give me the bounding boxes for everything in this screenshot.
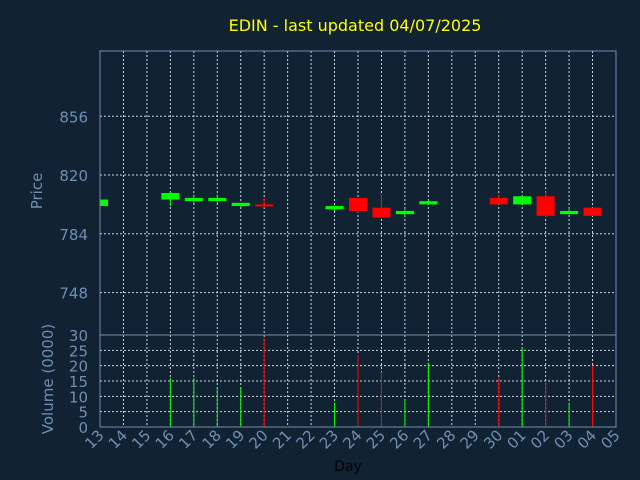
volume-tick-label: 25 — [69, 342, 88, 360]
price-gridlines — [99, 51, 617, 335]
day-tick-label: 02 — [527, 426, 553, 452]
candle — [372, 194, 391, 218]
volume-axis-label: Volume (0000) — [39, 324, 57, 434]
candle-body — [489, 197, 508, 205]
volume-tick-label: 15 — [69, 373, 88, 391]
candle — [489, 194, 508, 205]
candle-body — [184, 197, 203, 202]
price-tick-label: 784 — [59, 226, 88, 244]
candle-body — [231, 202, 250, 207]
candle-body — [419, 201, 438, 205]
candle — [99, 199, 108, 207]
day-tick-label: 22 — [292, 426, 318, 452]
candlestick-series — [99, 191, 602, 218]
volume-tick-label: 0 — [78, 419, 88, 437]
candle — [208, 194, 227, 203]
price-tick-label: 820 — [59, 167, 88, 185]
day-tick-label: 18 — [199, 426, 225, 452]
candle — [255, 197, 274, 208]
candle — [513, 196, 532, 205]
day-tick-label: 24 — [339, 426, 365, 452]
day-tick-label: 28 — [433, 426, 459, 452]
candle-body — [100, 199, 108, 207]
price-axis-ticks: 856 820 784 748 — [59, 108, 88, 302]
chart-title: EDIN - last updated 04/07/2025 — [229, 16, 482, 35]
day-tick-label: 03 — [550, 426, 576, 452]
candle — [536, 191, 555, 218]
day-tick-label: 27 — [410, 426, 436, 452]
candle-body — [325, 206, 344, 210]
candle — [161, 191, 180, 207]
volume-tick-label: 5 — [78, 404, 88, 422]
day-tick-label: 04 — [574, 426, 600, 452]
day-tick-label: 16 — [152, 426, 178, 452]
day-tick-label: 01 — [504, 426, 530, 452]
price-axis-label: Price — [28, 173, 46, 210]
day-tick-label: 21 — [269, 426, 295, 452]
candle — [349, 197, 367, 213]
volume-tick-label: 10 — [69, 388, 88, 406]
day-tick-label: 30 — [480, 426, 506, 452]
candle — [419, 199, 438, 205]
day-tick-label: 25 — [363, 426, 389, 452]
day-axis-label: Day — [334, 459, 362, 475]
volume-panel-frame — [99, 334, 617, 428]
candle-body — [255, 204, 274, 207]
candle — [231, 202, 250, 208]
price-tick-label: 748 — [59, 285, 88, 303]
candle — [560, 207, 579, 215]
candle-body — [349, 197, 367, 211]
candle — [325, 206, 344, 211]
candle-body — [161, 193, 180, 200]
candle — [583, 207, 602, 216]
day-tick-label: 20 — [246, 426, 272, 452]
day-tick-label: 26 — [386, 426, 412, 452]
candle-body — [395, 210, 414, 215]
day-tick-label: 14 — [105, 426, 131, 452]
volume-tick-label: 30 — [69, 327, 88, 345]
day-tick-label: 15 — [128, 426, 154, 452]
candle-body — [208, 197, 227, 202]
volume-tick-label: 20 — [69, 358, 88, 376]
volume-bar-series — [169, 338, 594, 427]
candle-body — [560, 210, 579, 215]
day-tick-label: 19 — [222, 426, 248, 452]
price-tick-label: 856 — [59, 108, 88, 126]
candle-body — [536, 196, 555, 216]
candle-body — [583, 207, 602, 216]
candle — [395, 209, 414, 218]
day-tick-label: 05 — [597, 426, 623, 452]
day-axis-ticks: 1314151617181920212223242526272829300102… — [81, 426, 623, 452]
day-tick-label: 23 — [316, 426, 342, 452]
candle-body — [513, 196, 532, 205]
day-tick-label: 17 — [175, 426, 201, 452]
candle — [184, 194, 203, 203]
candle-body — [372, 207, 391, 218]
day-tick-label: 29 — [457, 426, 483, 452]
